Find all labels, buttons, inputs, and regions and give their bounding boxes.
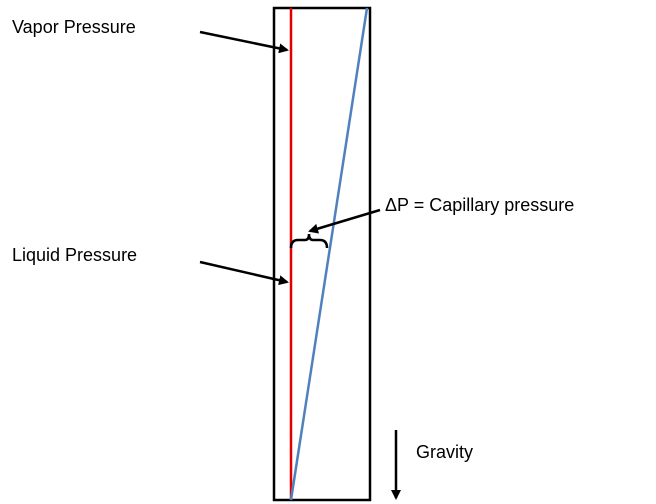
brace	[289, 233, 329, 249]
vapor-label: Vapor Pressure	[12, 17, 136, 37]
liquid-label: Liquid Pressure	[12, 245, 137, 265]
liquid-line	[289, 7, 369, 501]
delta-arrow	[308, 208, 381, 234]
liquid-arrow	[199, 260, 289, 286]
gravity-label: Gravity	[416, 442, 473, 462]
vapor-arrow	[199, 30, 289, 54]
column	[272, 6, 372, 502]
delta-label: ΔP = Capillary pressure	[385, 195, 574, 215]
